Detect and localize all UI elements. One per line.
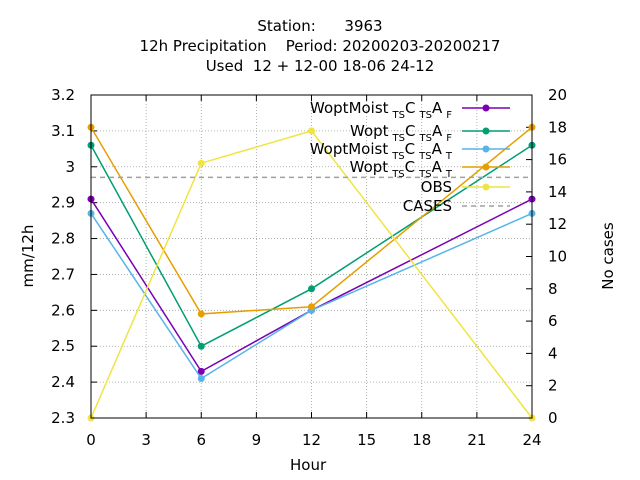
data-point (197, 310, 205, 318)
legend-marker (482, 163, 490, 171)
series-line (90, 198, 533, 373)
legend-label: OBS (421, 178, 452, 196)
y-tick-label: 3.2 (51, 86, 75, 104)
y2-tick-label: 20 (548, 86, 567, 104)
legend-label: WoptMoist TSC TSA T (310, 140, 453, 162)
legend-item: OBS (421, 178, 510, 196)
x-axis-label: Hour (290, 456, 327, 474)
series-line (90, 130, 533, 419)
legend-marker (482, 145, 490, 153)
y-tick-label: 2.3 (51, 409, 75, 427)
data-point (308, 303, 315, 311)
y-tick-label: 2.8 (51, 230, 75, 248)
data-point (197, 159, 205, 167)
legend-item: Wopt TSC TSA T (350, 158, 510, 180)
data-point (197, 375, 205, 383)
y-tick-label: 3.1 (51, 122, 75, 140)
x-tick-label: 3 (141, 431, 151, 449)
series-group (87, 123, 536, 422)
data-point (308, 127, 315, 135)
x-tick-label: 24 (522, 431, 541, 449)
legend-item: WoptMoist TSC TSA T (310, 140, 510, 162)
legend-item: WoptMoist TSC TSA F (310, 99, 510, 121)
legend-item: Wopt TSC TSA F (350, 122, 510, 144)
y2-tick-label: 2 (548, 377, 558, 395)
chart-title-line-3: Used 12 + 12-00 18-06 24-12 (205, 57, 435, 75)
x-tick-label: 6 (196, 431, 206, 449)
y2-tick-label: 10 (548, 248, 567, 266)
chart-title-line-1: Station: 3963 (257, 17, 383, 35)
y2-tick-label: 8 (548, 280, 558, 298)
y2-tick-label: 16 (548, 151, 567, 169)
plot-frame (90, 94, 533, 419)
x-tick-label: 18 (412, 431, 431, 449)
series-line (90, 126, 533, 315)
data-point (197, 367, 205, 375)
legend-label: CASES (403, 197, 452, 215)
legend-marker (482, 104, 490, 112)
legend-label: WoptMoist TSC TSA F (310, 99, 452, 121)
x-tick-label: 0 (86, 431, 96, 449)
y-tick-label: 2.6 (51, 301, 75, 319)
y2-tick-label: 12 (548, 215, 567, 233)
x-tick-label: 15 (357, 431, 376, 449)
legend-marker (482, 127, 490, 135)
y2-tick-label: 4 (548, 344, 558, 362)
y2-tick-label: 18 (548, 118, 567, 136)
y-tick-label: 2.7 (51, 265, 75, 283)
x-tick-label: 12 (302, 431, 321, 449)
series-2 (87, 209, 536, 383)
y2-tick-label: 6 (548, 312, 558, 330)
series-line (90, 212, 533, 380)
legend-marker (482, 183, 490, 191)
x-tick-label: 21 (467, 431, 486, 449)
x-tick-label: 9 (252, 431, 262, 449)
data-point (197, 342, 205, 350)
legend-label: Wopt TSC TSA T (350, 158, 453, 180)
y-tick-label: 2.4 (51, 373, 75, 391)
data-point (308, 285, 315, 293)
legend-label: Wopt TSC TSA F (350, 122, 452, 144)
chart-title-line-2: 12h Precipitation Period: 20200203-20200… (139, 37, 501, 55)
y2-tick-label: 0 (548, 409, 558, 427)
y-tick-label: 2.9 (51, 194, 75, 212)
y-tick-label: 2.5 (51, 337, 75, 355)
legend-item: CASES (403, 197, 510, 215)
y-tick-label: 3 (65, 158, 75, 176)
y2-tick-label: 14 (548, 183, 567, 201)
